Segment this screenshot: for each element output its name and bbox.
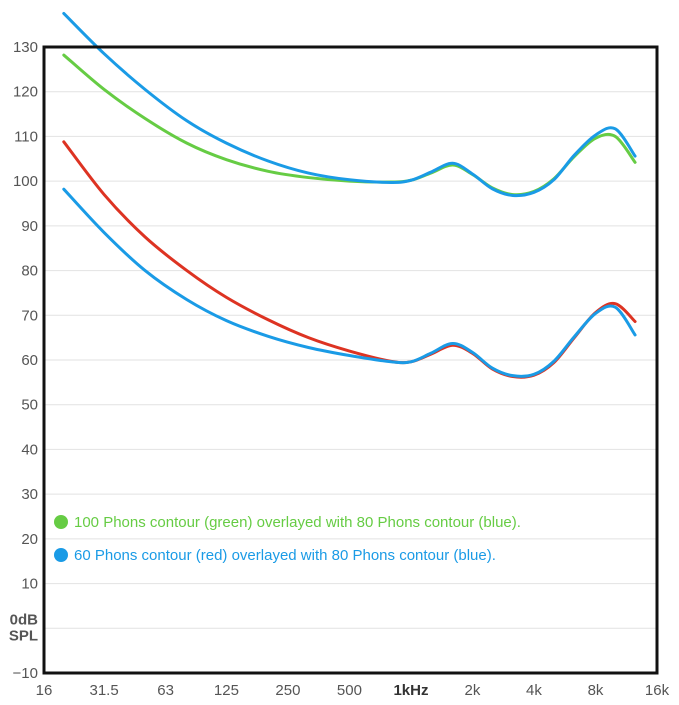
x-tick-label: 500	[337, 682, 362, 699]
y-tick-label: 110	[14, 128, 38, 145]
legend-entry: 60 Phons contour (red) overlayed with 80…	[74, 547, 496, 564]
y-tick-label: 50	[21, 397, 38, 414]
series-line-2	[62, 11, 637, 198]
y-tick-label: 30	[21, 486, 38, 503]
legend: 100 Phons contour (green) overlayed with…	[54, 514, 521, 564]
y-tick-label: −10	[13, 665, 38, 682]
x-tick-label: 16	[36, 682, 53, 699]
y-axis-ticks: −10 10 20 30 40 50 60 70 80 90 100 110 120 130	[13, 39, 38, 682]
y-tick-label: 10	[21, 576, 38, 593]
y-tick-label: 120	[13, 84, 38, 101]
y-tick-label: 60	[21, 352, 38, 369]
y-tick-label: 80	[21, 263, 38, 280]
x-axis-ticks: 16 31.5 63 125 250 500 1kHz 2k 4k 8k 16k	[36, 682, 670, 699]
y-tick-label: 90	[21, 218, 38, 235]
series-line-4	[62, 187, 637, 378]
x-tick-label: 125	[214, 682, 239, 699]
y-tick-label: 100	[13, 173, 38, 190]
series-lines	[62, 11, 637, 379]
x-tick-label: 63	[157, 682, 174, 699]
plot-frame	[42, 45, 659, 675]
y-tick-label: 40	[21, 441, 38, 458]
y-tick-label: 130	[13, 39, 38, 56]
y-tick-label: 20	[21, 531, 38, 548]
x-tick-label: 31.5	[90, 682, 119, 699]
y-tick-label: 70	[21, 307, 38, 324]
y-axis-label-line2: SPL	[9, 627, 38, 644]
x-tick-label: 16k	[645, 682, 670, 699]
x-tick-label: 250	[275, 682, 300, 699]
legend-dot	[54, 548, 68, 562]
legend-entry: 100 Phons contour (green) overlayed with…	[74, 514, 521, 531]
x-tick-label: 2k	[465, 682, 481, 699]
x-tick-label: 1kHz	[393, 682, 428, 699]
x-tick-label: 4k	[526, 682, 542, 699]
legend-dot	[54, 515, 68, 529]
x-tick-label: 8k	[588, 682, 604, 699]
y-axis-label-line1: 0dB	[10, 611, 39, 628]
